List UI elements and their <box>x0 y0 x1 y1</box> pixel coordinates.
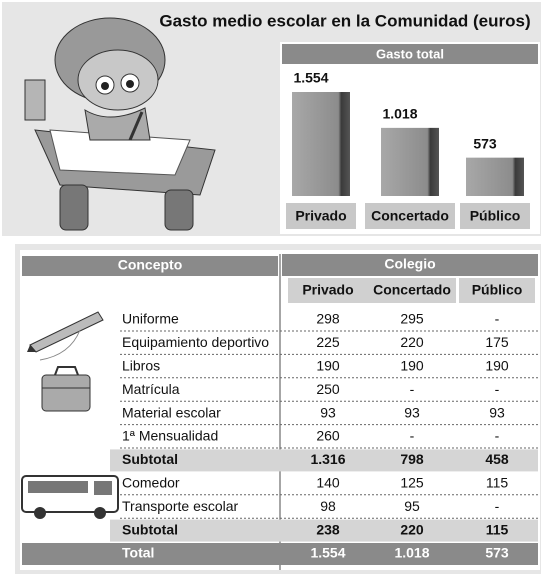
column-header: Público <box>472 282 523 298</box>
cell-value: 458 <box>485 451 509 467</box>
cell-value: - <box>495 428 500 444</box>
cell-value: 140 <box>316 475 340 491</box>
value-label: 573 <box>473 135 497 151</box>
row-label: Subtotal <box>122 451 178 467</box>
cell-value: 190 <box>400 358 424 374</box>
cell-value: - <box>410 428 415 444</box>
cell-value: 298 <box>316 311 340 327</box>
total-bar <box>22 543 538 565</box>
row-label: Equipamiento deportivo <box>122 334 269 350</box>
infographic: Gasto medio escolar en la Comunidad (eur… <box>0 0 543 575</box>
cell-value: 250 <box>316 381 340 397</box>
cell-value: - <box>495 498 500 514</box>
cell-value: 238 <box>316 521 340 537</box>
chart-title: Gasto total <box>376 46 444 61</box>
value-label: 1.554 <box>293 70 328 86</box>
category-label: Público <box>470 208 521 224</box>
row-label: Matrícula <box>122 381 180 397</box>
row-label: Libros <box>122 358 160 374</box>
cell-value: 220 <box>400 521 424 537</box>
row-label: Transporte escolar <box>122 498 239 514</box>
cell-value: - <box>495 381 500 397</box>
cell-value: - <box>410 381 415 397</box>
cell-value: 1.316 <box>310 451 345 467</box>
cell-value: 1.018 <box>394 545 429 561</box>
cell-value: 295 <box>400 311 424 327</box>
bar <box>292 92 350 196</box>
cell-value: 260 <box>316 428 340 444</box>
cell-value: 93 <box>320 404 336 420</box>
row-label: Total <box>122 545 154 561</box>
cell-value: 93 <box>489 404 505 420</box>
cell-value: - <box>495 311 500 327</box>
value-label: 1.018 <box>382 106 417 122</box>
cell-value: 115 <box>486 475 509 491</box>
cell-value: 115 <box>486 521 509 537</box>
cell-value: 190 <box>316 358 340 374</box>
page-title: Gasto medio escolar en la Comunidad (eur… <box>159 11 530 30</box>
cell-value: 93 <box>404 404 420 420</box>
column-header: Concertado <box>373 282 451 298</box>
cell-value: 573 <box>485 545 509 561</box>
row-label: Subtotal <box>122 521 178 537</box>
cell-value: 190 <box>485 358 509 374</box>
row-label: 1ª Mensualidad <box>122 428 218 444</box>
cell-value: 1.554 <box>310 545 345 561</box>
category-label: Concertado <box>371 208 449 224</box>
cell-value: 95 <box>404 498 420 514</box>
category-label: Privado <box>295 208 346 224</box>
cell-value: 98 <box>320 498 336 514</box>
column-header: Privado <box>302 282 353 298</box>
cell-value: 798 <box>400 451 424 467</box>
header-label: Concepto <box>118 257 183 273</box>
cell-value: 125 <box>400 475 424 491</box>
bar <box>381 128 439 196</box>
row-label: Material escolar <box>122 404 221 420</box>
cell-value: 175 <box>485 334 509 350</box>
cell-value: 225 <box>316 334 340 350</box>
row-label: Comedor <box>122 475 180 491</box>
bar <box>466 158 524 196</box>
header-label: Colegio <box>384 256 435 272</box>
bus-icon <box>22 476 118 519</box>
cell-value: 220 <box>400 334 424 350</box>
row-label: Uniforme <box>122 311 179 327</box>
